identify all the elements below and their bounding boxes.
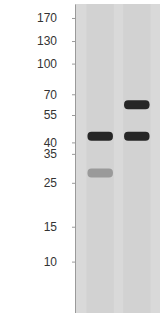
tick-mark xyxy=(72,64,75,65)
tick: 55 xyxy=(44,108,75,122)
tick: 100 xyxy=(37,57,75,71)
gel-background xyxy=(75,4,160,313)
tick-mark xyxy=(72,227,75,228)
tick-label: 130 xyxy=(37,34,57,48)
tick: 25 xyxy=(44,176,75,190)
y-axis: 17013010070554035251510 xyxy=(37,5,76,313)
tick-mark xyxy=(72,18,75,19)
tick: 10 xyxy=(44,255,75,269)
tick-label: 70 xyxy=(44,88,58,102)
tick: 35 xyxy=(44,147,75,161)
tick-label: 15 xyxy=(44,220,58,234)
tick: 15 xyxy=(44,220,75,234)
tick: 170 xyxy=(37,11,75,25)
band xyxy=(87,132,112,141)
tick-label: 10 xyxy=(44,255,58,269)
tick-label: 55 xyxy=(44,108,58,122)
blot-figure: 17013010070554035251510 xyxy=(0,0,160,313)
tick-mark xyxy=(72,115,75,116)
tick-label: 100 xyxy=(37,57,57,71)
band xyxy=(87,169,112,178)
tick-label: 25 xyxy=(44,176,58,190)
tick-mark xyxy=(72,262,75,263)
band xyxy=(124,132,149,141)
tick-mark xyxy=(72,154,75,155)
bands xyxy=(87,100,149,177)
tick-mark xyxy=(72,94,75,95)
tick-mark xyxy=(72,142,75,143)
tick-label: 35 xyxy=(44,147,58,161)
tick-mark xyxy=(72,183,75,184)
lane xyxy=(86,4,113,313)
tick: 70 xyxy=(44,88,75,102)
band xyxy=(124,100,149,109)
tick-label: 170 xyxy=(37,11,57,25)
lanes xyxy=(86,4,150,313)
axis-line xyxy=(75,5,76,313)
tick-mark xyxy=(72,41,75,42)
tick: 130 xyxy=(37,34,75,48)
lane xyxy=(123,4,150,313)
